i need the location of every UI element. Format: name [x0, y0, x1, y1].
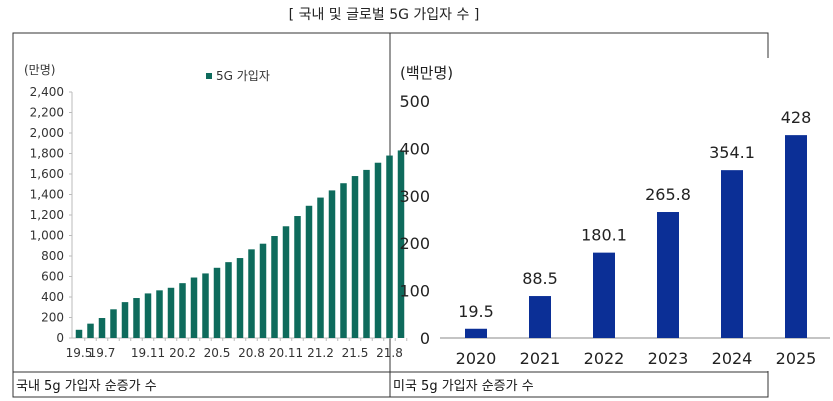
bar	[190, 277, 198, 338]
bar	[179, 283, 186, 338]
bar	[465, 328, 487, 338]
bar	[156, 290, 163, 338]
bar	[593, 252, 615, 338]
data-label: 88.5	[522, 269, 558, 288]
y-tick-label: 200	[399, 234, 430, 253]
bar	[363, 169, 370, 338]
bar	[110, 309, 117, 338]
x-tick-label: 21.5	[342, 346, 369, 360]
y-tick-label: 800	[41, 249, 64, 263]
x-tick-label: 19.11	[131, 346, 165, 360]
bar	[121, 302, 129, 338]
caption-right: 미국 5g 가입자 순증가 수	[393, 379, 534, 394]
x-tick-label: 2020	[456, 349, 497, 368]
x-tick-label: 2025	[776, 349, 817, 368]
y-tick-label: 600	[41, 270, 64, 284]
bar	[294, 216, 301, 338]
bar	[202, 273, 209, 338]
y-axis-unit: (백만명)	[400, 64, 453, 82]
bar	[657, 212, 679, 338]
x-tick-label: 19.7	[89, 346, 116, 360]
bar	[317, 197, 324, 338]
bar	[282, 226, 290, 338]
bar	[328, 190, 336, 338]
caption-left: 국내 5g 가입자 순증가 수	[16, 379, 157, 394]
x-tick-label: 2022	[584, 349, 625, 368]
bar	[87, 323, 94, 338]
bar	[785, 135, 807, 338]
x-tick-label: 20.2	[169, 346, 196, 360]
y-tick-label: 1,600	[30, 167, 64, 181]
x-tick-label: 20.5	[204, 346, 231, 360]
y-axis-unit: (만명)	[24, 63, 55, 77]
bar	[259, 243, 267, 338]
x-tick-label: 2023	[648, 349, 689, 368]
data-label: 19.5	[458, 302, 494, 321]
bar	[386, 155, 393, 338]
bar	[75, 329, 83, 338]
bar	[213, 267, 221, 338]
bar	[351, 176, 359, 338]
x-tick-label: 21.2	[307, 346, 334, 360]
x-tick-label: 21.8	[376, 346, 403, 360]
legend-swatch	[206, 73, 212, 79]
y-tick-label: 200	[41, 311, 64, 325]
y-tick-label: 500	[399, 92, 430, 111]
bar	[397, 150, 405, 338]
bar	[374, 162, 382, 338]
y-tick-label: 300	[399, 187, 430, 206]
y-tick-label: 100	[399, 282, 430, 301]
y-tick-label: 2,400	[30, 85, 64, 99]
y-tick-label: 1,000	[30, 229, 64, 243]
y-tick-label: 400	[41, 290, 64, 304]
data-label: 428	[781, 108, 812, 127]
bar	[225, 262, 232, 338]
bar	[721, 170, 743, 338]
bar	[248, 249, 255, 338]
bar	[271, 236, 278, 338]
figure-title: [ 국내 및 글로벌 5G 가입자 수 ]	[289, 7, 480, 23]
x-tick-label: 20.8	[238, 346, 265, 360]
x-tick-label: 2021	[520, 349, 561, 368]
right-chart: (백만명) 0 100 200 300 400 500 19.5 2020 88.5 2021 180…	[399, 64, 830, 368]
x-tick-label: 2024	[712, 349, 753, 368]
data-label: 354.1	[709, 143, 755, 162]
bar	[340, 183, 347, 338]
legend-label: 5G 가입자	[216, 69, 270, 83]
bar	[305, 205, 313, 338]
y-tick-label: 400	[399, 139, 430, 158]
x-tick-label: 19.5	[66, 346, 93, 360]
y-tick-label: 1,400	[30, 188, 64, 202]
y-tick-label: 1,800	[30, 147, 64, 161]
bar	[236, 258, 244, 338]
bar	[144, 293, 152, 338]
data-label: 265.8	[645, 185, 691, 204]
data-label: 180.1	[581, 226, 627, 245]
bar	[133, 298, 140, 338]
y-tick-label: 2,000	[30, 126, 64, 140]
y-tick-label: 0	[420, 329, 430, 348]
left-chart: (만명) 5G 가입자 0 200 400 600 800 1,000 1,200 1,400 1,…	[24, 63, 408, 360]
y-tick-label: 2,200	[30, 106, 64, 120]
x-tick-label: 20.11	[269, 346, 303, 360]
bar	[98, 318, 106, 338]
y-tick-label: 0	[56, 331, 64, 345]
bar	[529, 296, 551, 338]
y-tick-label: 1,200	[30, 208, 64, 222]
bar	[167, 287, 175, 338]
